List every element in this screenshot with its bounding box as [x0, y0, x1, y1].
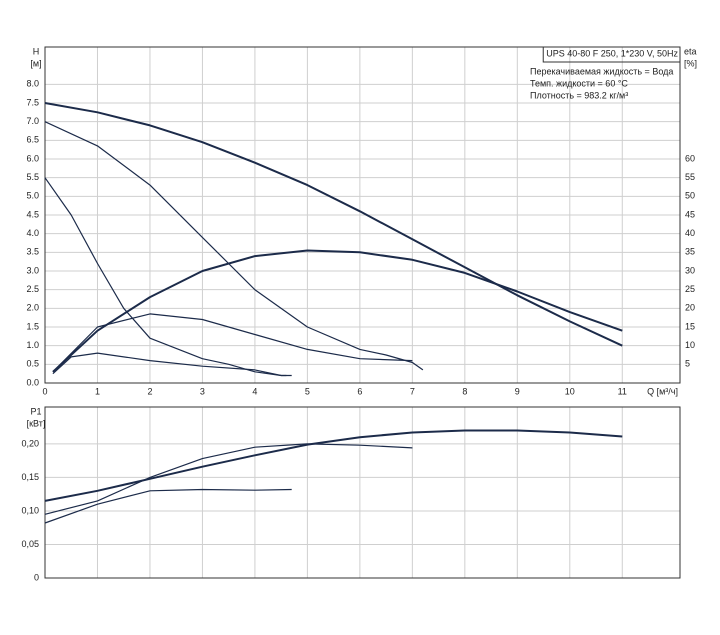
y2-tick-label: 5	[685, 359, 690, 369]
y2-tick-label: 60	[685, 153, 695, 163]
curve	[44, 429, 623, 502]
model-box	[542, 46, 681, 63]
note: Темп. жидкости = 60 °C	[530, 78, 628, 88]
x-tick-label: 1	[95, 386, 100, 396]
y-tick-label: 8.0	[26, 79, 39, 89]
y2-tick-label: 30	[685, 265, 695, 275]
x-axis-label: Q [м³/ч]	[647, 386, 678, 396]
y2-tick-label: 15	[685, 321, 695, 331]
curve	[44, 102, 623, 347]
y-tick-label: 2.5	[26, 284, 39, 294]
curve	[44, 121, 424, 371]
y-axis-label: H	[33, 46, 40, 56]
note: Плотность = 983.2 кг/м³	[530, 90, 628, 100]
y2-tick-label: 10	[685, 340, 695, 350]
x-tick-label: 3	[200, 386, 205, 396]
y-tick-label: 3.5	[26, 247, 39, 257]
y2-axis-unit: [%]	[684, 58, 697, 68]
x-tick-label: 2	[147, 386, 152, 396]
y-tick-label: 5.5	[26, 172, 39, 182]
curve	[44, 488, 292, 524]
pump-model: UPS 40-80 F 250, 1*230 V, 50Hz	[546, 48, 678, 58]
y-tick-label: 0,10	[21, 505, 39, 515]
x-tick-label: 7	[410, 386, 415, 396]
y-tick-label: 2.0	[26, 303, 39, 313]
y2-tick-label: 55	[685, 172, 695, 182]
x-tick-label: 0	[42, 386, 47, 396]
x-tick-label: 6	[357, 386, 362, 396]
x-tick-label: 5	[305, 386, 310, 396]
x-tick-label: 8	[462, 386, 467, 396]
y-tick-label: 0.5	[26, 359, 39, 369]
y2-tick-label: 35	[685, 247, 695, 257]
y2-tick-label: 40	[685, 228, 695, 238]
y2-tick-label: 25	[685, 284, 695, 294]
y-tick-label: 7.5	[26, 97, 39, 107]
x-tick-label: 4	[252, 386, 257, 396]
y-tick-label: 0,15	[21, 472, 39, 482]
curve	[52, 249, 623, 373]
y-axis-label: P1	[30, 406, 41, 416]
y2-tick-label: 20	[685, 303, 695, 313]
y-tick-label: 0.0	[26, 377, 39, 387]
y-tick-label: 3.0	[26, 265, 39, 275]
y-tick-label: 0,05	[21, 539, 39, 549]
y-axis-unit: [м]	[30, 58, 41, 68]
curve	[44, 177, 287, 377]
curve	[44, 443, 413, 515]
x-tick-label: 9	[515, 386, 520, 396]
y-tick-label: 4.0	[26, 228, 39, 238]
x-tick-label: 11	[618, 386, 627, 396]
y-tick-label: 6.5	[26, 135, 39, 145]
y-tick-label: 0	[34, 572, 39, 582]
y-tick-label: 4.5	[26, 209, 39, 219]
x-tick-label: 10	[565, 386, 575, 396]
y-tick-label: 0,20	[21, 438, 39, 448]
note: Перекачиваемая жидкость = Вода	[530, 66, 673, 76]
curve	[52, 352, 292, 377]
y2-tick-label: 50	[685, 191, 695, 201]
y2-axis-label: eta	[684, 46, 697, 56]
y-axis-unit: [кВт]	[27, 418, 46, 428]
y-tick-label: 5.0	[26, 191, 39, 201]
y2-tick-label: 45	[685, 209, 695, 219]
plot-frame	[44, 46, 681, 384]
y-tick-label: 7.0	[26, 116, 39, 126]
y-tick-label: 6.0	[26, 153, 39, 163]
y-tick-label: 1.0	[26, 340, 39, 350]
plot-frame	[44, 406, 681, 579]
y-tick-label: 1.5	[26, 321, 39, 331]
curve	[52, 313, 413, 373]
